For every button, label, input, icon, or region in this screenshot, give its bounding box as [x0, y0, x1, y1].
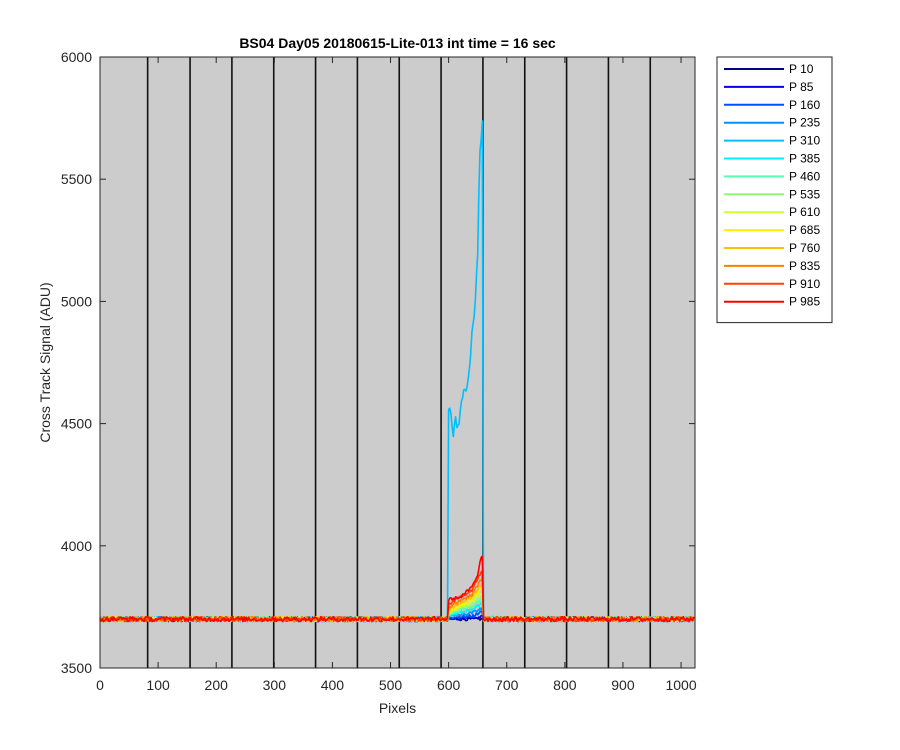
x-tick-label: 0	[96, 677, 104, 693]
x-tick-label: 900	[611, 677, 635, 693]
x-tick-label: 800	[553, 677, 577, 693]
legend-entry: P 835	[724, 259, 820, 273]
legend-label: P 610	[789, 205, 820, 219]
legend-label: P 985	[789, 295, 820, 309]
legend-entry: P 985	[724, 295, 820, 309]
legend-label: P 10	[789, 62, 814, 76]
legend-entry: P 85	[724, 80, 814, 94]
legend-entry: P 760	[724, 241, 820, 255]
y-axis: 3500 4000 4500 5000 5500 6000	[61, 49, 695, 676]
legend-label: P 310	[789, 134, 820, 148]
x-tick-label: 1000	[665, 677, 696, 693]
legend-entry: P 910	[724, 277, 820, 291]
legend-entry: P 235	[724, 116, 820, 130]
x-tick-label: 400	[321, 677, 345, 693]
legend-box	[716, 56, 833, 324]
y-axis-label: Cross Track Signal (ADU)	[37, 282, 53, 442]
x-axis: 0 100 200 300 400 500 600 700 800 900 1000	[96, 57, 697, 693]
legend: P 10 P 85 P 160 P 235 P 310 P 385 P 460 P 535 P …	[716, 56, 833, 324]
legend-entry: P 10	[724, 62, 814, 76]
legend-entry: P 610	[724, 205, 820, 219]
x-tick-label: 700	[495, 677, 519, 693]
legend-entry: P 460	[724, 169, 820, 183]
plot-area	[100, 57, 695, 668]
legend-label: P 460	[789, 169, 820, 183]
legend-entry: P 385	[724, 152, 820, 166]
y-tick-label: 6000	[61, 49, 92, 65]
legend-label: P 910	[789, 277, 820, 291]
chart-title: BS04 Day05 20180615-Lite-013 int time = …	[239, 35, 556, 51]
legend-label: P 835	[789, 259, 820, 273]
legend-label: P 385	[789, 152, 820, 166]
legend-entry: P 685	[724, 223, 820, 237]
x-tick-label: 100	[146, 677, 170, 693]
y-tick-label: 4000	[61, 538, 92, 554]
legend-label: P 685	[789, 223, 820, 237]
plot-frame	[99, 56, 696, 669]
legend-entry: P 310	[724, 134, 820, 148]
x-tick-label: 600	[437, 677, 461, 693]
x-tick-label: 500	[379, 677, 403, 693]
y-tick-label: 5000	[61, 293, 92, 309]
legend-label: P 85	[789, 80, 814, 94]
series-lines	[99, 120, 695, 623]
x-tick-label: 200	[205, 677, 229, 693]
x-tick-label: 300	[263, 677, 287, 693]
plot-background	[100, 57, 695, 668]
legend-label: P 235	[789, 116, 820, 130]
y-tick-label: 4500	[61, 416, 92, 432]
legend-entry: P 535	[724, 187, 820, 201]
legend-entry: P 160	[724, 98, 820, 112]
y-tick-label: 3500	[61, 660, 92, 676]
series-line-p-985	[99, 555, 695, 623]
y-tick-label: 5500	[61, 171, 92, 187]
legend-label: P 535	[789, 187, 820, 201]
legend-label: P 760	[789, 241, 820, 255]
x-axis-label: Pixels	[379, 700, 416, 716]
legend-label: P 160	[789, 98, 820, 112]
